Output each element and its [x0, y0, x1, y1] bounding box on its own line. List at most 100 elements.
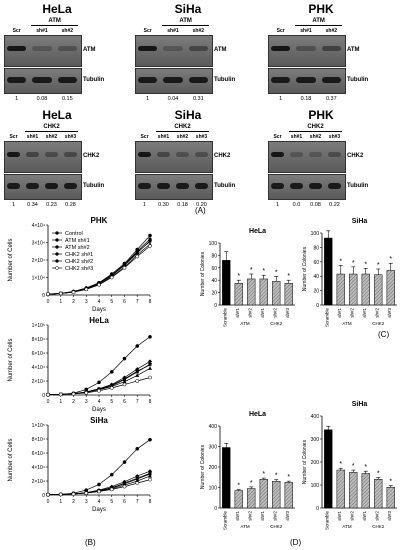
tubulin-band [138, 183, 151, 189]
blot-band [290, 152, 303, 157]
data-point [122, 382, 127, 387]
tubulin-band [26, 183, 39, 189]
data-point [109, 472, 114, 477]
bar [272, 481, 281, 509]
legend-entry: Control [65, 231, 83, 237]
blot-lane-label: sh#2 [45, 134, 58, 140]
y-tick-label: 4×10⁴ [32, 223, 45, 229]
x-tick-label: 5 [110, 399, 113, 405]
y-axis-label: Number of Colonies [302, 246, 308, 291]
data-point [122, 460, 127, 464]
blot-top-panel [135, 35, 213, 67]
blot-quant-value: 0.0 [292, 202, 301, 208]
data-point [148, 335, 152, 339]
x-tick-label: 1 [59, 299, 62, 305]
bar-chart-title: SiHa [352, 218, 368, 225]
group-label: CHK2 [270, 524, 283, 529]
y-tick-label: 2×10⁴ [32, 258, 45, 264]
x-tick-label: 3 [85, 299, 88, 305]
blot-top-panel [268, 35, 346, 67]
category-label: sh#3 [387, 308, 392, 318]
significance-star: * [339, 461, 342, 468]
growth-chart-title: PHK [91, 216, 108, 225]
blot-band [328, 152, 341, 157]
y-tick-label: 4×10⁴ [32, 465, 45, 471]
data-point [97, 388, 101, 393]
blot-group-line [162, 25, 209, 26]
significance-star: * [377, 262, 380, 269]
series-line [47, 336, 151, 395]
significance-star: * [275, 473, 278, 480]
blot-quant-value: 0.22 [329, 202, 340, 208]
category-label: sh#1 [260, 511, 265, 521]
group-label: CHK2 [270, 321, 283, 326]
blot-top-panel [4, 35, 82, 67]
blot-top-label: ATM [83, 47, 96, 53]
category-label: sh#1 [260, 308, 265, 318]
significance-star: * [262, 268, 265, 275]
tubulin-band [321, 77, 341, 83]
significance-star: * [339, 258, 342, 265]
tubulin-band [7, 183, 20, 189]
legend-entry: ATM sh#1 [65, 238, 90, 244]
legend-marker [55, 266, 59, 270]
blot-bottom-label: Tubulin [214, 183, 236, 189]
y-tick-label: 100 [311, 231, 320, 237]
blot-quant-value: 0.18 [177, 202, 188, 208]
tubulin-band [188, 77, 208, 83]
data-point [46, 392, 50, 397]
significance-star: * [377, 470, 380, 477]
significance-star: * [237, 273, 240, 280]
category-label: sh#3 [387, 511, 392, 521]
y-tick-label: 60 [211, 266, 217, 272]
data-point [135, 481, 140, 485]
blot-band [157, 152, 170, 157]
y-tick-label: 1×10⁵ [32, 423, 45, 429]
blot-lane-label: sh#2 [176, 134, 189, 140]
y-tick-label: 8×10⁴ [32, 437, 45, 443]
data-point [97, 283, 101, 287]
blot-quant-value: 0.31 [192, 96, 204, 102]
growth-chart-title: SiHa [90, 416, 108, 425]
blot-band [321, 46, 341, 51]
category-label: sh#2 [247, 308, 252, 318]
panel-d-colony-bars: HeLa 0 100 200 300 400 Number of Colonies Scram… [200, 401, 397, 530]
blot-bottom-label: Tubulin [83, 183, 105, 189]
blot-quant-value: 0.08 [310, 202, 321, 208]
x-tick-label: 8 [149, 299, 152, 305]
y-tick-label: 400 [209, 424, 218, 430]
x-axis-label: Days [92, 307, 106, 313]
blot-top-label: ATM [214, 47, 227, 53]
blot-band [271, 46, 291, 51]
category-label: sh#1 [362, 511, 367, 521]
blot-lane-label: sh#3 [64, 134, 77, 140]
blot-group-label: ATM [48, 18, 61, 24]
y-tick-label: 300 [311, 437, 320, 443]
bar [259, 479, 268, 509]
blot-lane-label: sh#2 [309, 134, 322, 140]
blot-quant-value: 0.08 [36, 96, 48, 102]
blot-band [32, 46, 52, 51]
panel-label-a: (A) [195, 206, 206, 215]
blot-group-line [295, 25, 342, 26]
bar [247, 278, 256, 306]
bar-chart-title: HeLa [249, 228, 266, 235]
data-point [148, 437, 152, 442]
category-label: sh#2 [349, 511, 354, 521]
bar [349, 273, 358, 306]
data-point [148, 471, 152, 476]
bar [222, 260, 231, 306]
blot-quant-value: 0.18 [300, 96, 312, 102]
y-tick-label: 0 [316, 303, 319, 309]
data-point [58, 392, 63, 397]
blot-lane-label: sh#3 [195, 134, 208, 140]
blot-group-label: ATM [179, 18, 192, 24]
blot-group-line [156, 131, 209, 132]
y-tick-label: 8×10⁴ [32, 337, 45, 343]
blot-lane-label: Scr [273, 134, 282, 140]
bar [386, 270, 395, 306]
blot-quant-value: 1 [275, 202, 280, 208]
y-tick-label: 40 [313, 274, 319, 280]
blot-cell-title: SiHa [174, 2, 202, 16]
data-point [148, 363, 152, 367]
